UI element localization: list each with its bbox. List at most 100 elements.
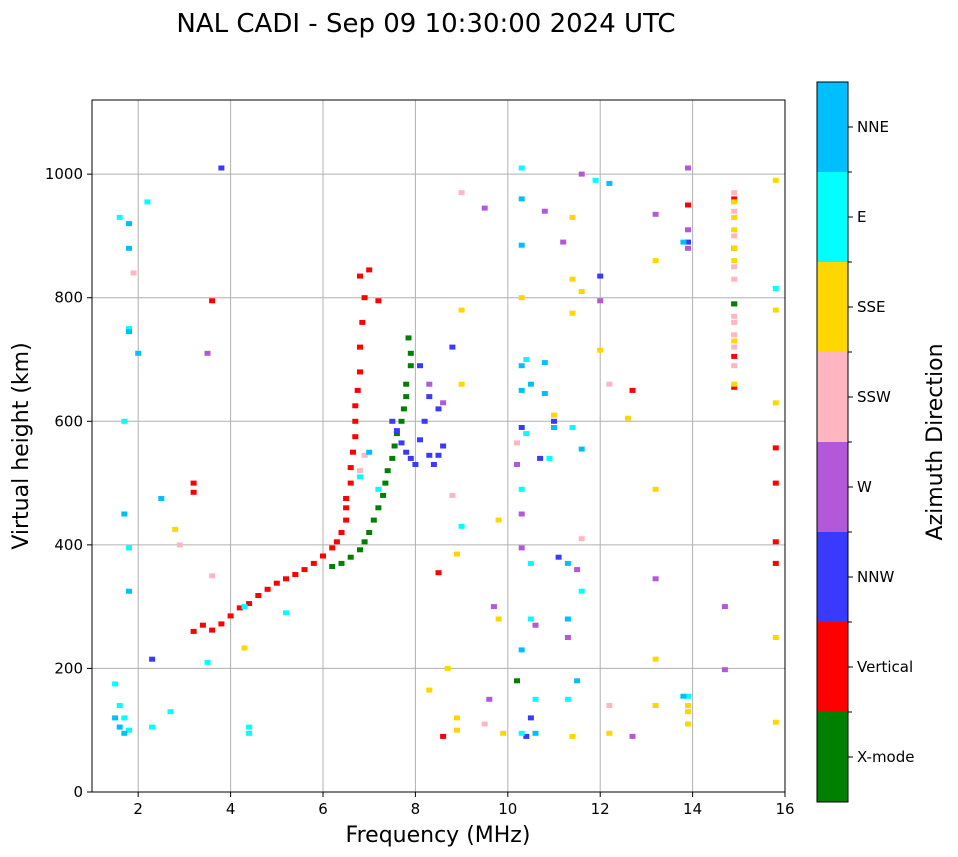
- data-point-w: [578, 171, 585, 177]
- data-point-vertical: [772, 480, 779, 486]
- data-point-vertical: [320, 553, 326, 559]
- data-point-nne: [564, 560, 571, 566]
- data-point-x-mode: [357, 547, 363, 553]
- data-point-vertical: [283, 576, 289, 582]
- data-point-e: [375, 486, 382, 492]
- data-point-ssw: [731, 233, 738, 239]
- data-point-sse: [578, 289, 585, 294]
- data-point-nnw: [407, 455, 414, 461]
- data-point-w: [490, 604, 497, 610]
- data-point-vertical: [264, 586, 271, 592]
- data-point-vertical: [350, 449, 356, 455]
- data-point-nnw: [149, 656, 156, 662]
- data-point-e: [241, 604, 248, 610]
- colorbar-segment: [817, 82, 848, 172]
- data-point-x-mode: [403, 381, 410, 387]
- data-point-nne: [518, 647, 525, 653]
- data-point-ssw: [731, 332, 738, 338]
- data-point-nnw: [393, 428, 400, 434]
- data-point-nnw: [421, 418, 428, 424]
- data-point-x-mode: [393, 431, 400, 437]
- colorbar-label: Azimuth Direction: [923, 343, 948, 540]
- data-point-sse: [454, 727, 460, 733]
- data-point-nne: [578, 446, 585, 452]
- data-point-e: [126, 326, 132, 332]
- chart-title: NAL CADI - Sep 09 10:30:00 2024 UTC: [176, 9, 675, 39]
- data-point-x-mode: [370, 517, 377, 523]
- data-point-nne: [126, 329, 132, 335]
- data-point-w: [629, 733, 636, 739]
- data-point-nnw: [555, 554, 562, 560]
- data-point-sse: [597, 347, 604, 353]
- data-point-ssw: [130, 270, 137, 276]
- data-point-nnw: [426, 394, 433, 400]
- data-point-ssw: [606, 381, 613, 387]
- data-point-ssw: [514, 440, 520, 446]
- data-point-sse: [772, 635, 779, 640]
- data-point-vertical: [435, 570, 442, 576]
- colorbar-tick-label: NNE: [857, 118, 889, 136]
- data-point-nne: [564, 616, 571, 622]
- data-point-nnw: [426, 452, 433, 458]
- data-point-ssw: [731, 319, 738, 325]
- data-point-vertical: [329, 545, 336, 551]
- data-point-sse: [551, 412, 557, 418]
- data-point-e: [116, 214, 123, 220]
- data-point-vertical: [772, 560, 779, 566]
- data-point-w: [652, 576, 659, 582]
- data-point-nne: [574, 678, 581, 684]
- data-point-w: [486, 696, 493, 702]
- data-point-e: [523, 431, 530, 437]
- colorbar-segment: [817, 712, 848, 802]
- data-point-x-mode: [403, 394, 410, 400]
- data-point-x-mode: [329, 564, 336, 569]
- data-point-ssw: [731, 264, 738, 270]
- data-point-sse: [518, 295, 525, 301]
- data-point-nnw: [440, 443, 447, 449]
- y-tick-label: 200: [54, 659, 83, 677]
- data-point-sse: [652, 703, 659, 708]
- data-point-sse: [569, 310, 576, 316]
- plot-frame: [91, 99, 786, 793]
- data-point-sse: [685, 721, 691, 727]
- data-point-ssw: [606, 703, 613, 708]
- x-tick-label: 8: [411, 800, 421, 818]
- data-point-vertical: [343, 505, 350, 511]
- data-point-nnw: [527, 715, 534, 721]
- data-point-nnw: [412, 462, 419, 467]
- x-tick-label: 10: [498, 800, 517, 818]
- data-point-sse: [685, 703, 691, 708]
- data-point-e: [564, 696, 571, 702]
- data-point-sse: [652, 656, 659, 662]
- data-point-nne: [541, 391, 548, 396]
- data-point-vertical: [685, 202, 691, 208]
- data-point-sse: [772, 177, 779, 183]
- data-point-x-mode: [382, 480, 389, 486]
- data-point-e: [527, 560, 534, 566]
- data-point-vertical: [255, 593, 262, 598]
- y-tick-label: 0: [73, 783, 83, 801]
- x-axis-label: Frequency (MHz): [346, 823, 531, 848]
- data-point-ssw: [731, 208, 738, 214]
- data-point-sse: [458, 381, 465, 387]
- data-point-vertical: [190, 489, 197, 495]
- data-point-vertical: [359, 319, 366, 325]
- data-point-e: [116, 703, 123, 708]
- y-axis-ticks: 0 200 400 600 800 1000: [45, 165, 92, 801]
- data-point-vertical: [343, 517, 350, 523]
- data-point-sse: [569, 214, 576, 220]
- data-point-vertical: [333, 539, 340, 545]
- data-point-nne: [126, 245, 132, 251]
- colorbar-tick-label: SSW: [857, 388, 891, 406]
- data-point-ssw: [731, 344, 738, 350]
- data-point-ssw: [176, 542, 183, 548]
- data-point-vertical: [375, 298, 382, 304]
- data-point-sse: [652, 486, 659, 492]
- data-point-nne: [126, 221, 132, 227]
- data-point-ssw: [449, 492, 456, 498]
- data-point-sse: [172, 526, 179, 532]
- data-point-vertical: [338, 530, 345, 535]
- data-point-sse: [454, 551, 460, 557]
- data-point-sse: [454, 715, 460, 721]
- data-point-nnw: [389, 418, 396, 424]
